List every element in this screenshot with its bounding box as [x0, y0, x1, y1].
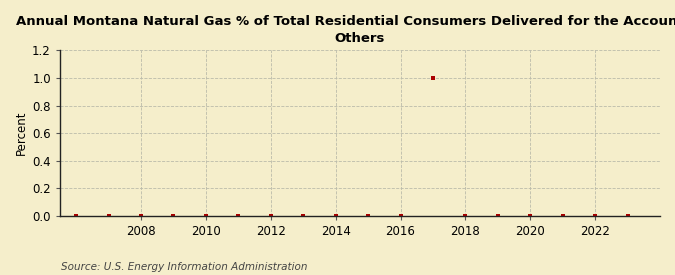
Y-axis label: Percent: Percent [15, 111, 28, 155]
Text: Source: U.S. Energy Information Administration: Source: U.S. Energy Information Administ… [61, 262, 307, 272]
Title: Annual Montana Natural Gas % of Total Residential Consumers Delivered for the Ac: Annual Montana Natural Gas % of Total Re… [16, 15, 675, 45]
